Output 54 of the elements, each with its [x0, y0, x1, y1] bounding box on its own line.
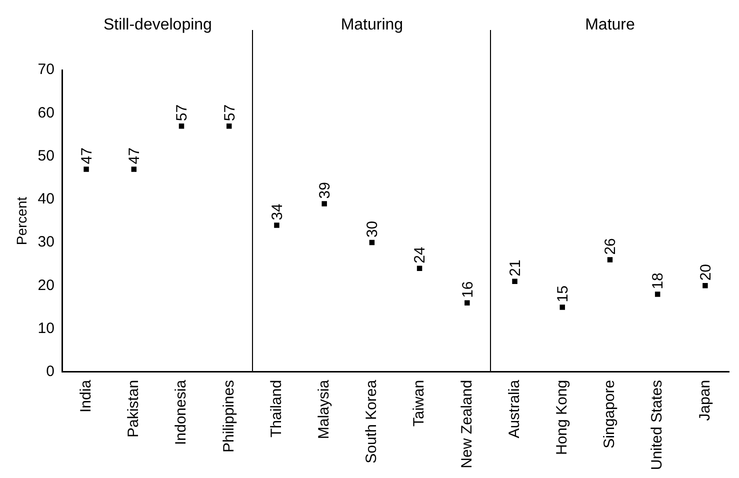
data-label: 20	[697, 264, 714, 281]
point	[369, 240, 375, 246]
data-label: 47	[78, 148, 96, 164]
data-label: 26	[602, 238, 620, 255]
x-tick-label: India	[77, 379, 94, 412]
data-label: 39	[316, 182, 334, 199]
x-tick-label: Australia	[506, 379, 523, 438]
y-tick-label: 20	[38, 276, 54, 294]
data-label: 18	[650, 272, 667, 290]
point	[84, 166, 89, 172]
data-label: 21	[506, 260, 524, 276]
data-label: 15	[554, 286, 572, 302]
x-tick-label: Thailand	[268, 380, 285, 438]
text: Maturing	[340, 16, 404, 34]
y-tick-label: 10	[38, 320, 54, 337]
data-label: 57	[221, 104, 238, 122]
data-label: 57	[174, 104, 191, 122]
point	[702, 283, 708, 288]
y-tick-label: 0	[46, 363, 54, 380]
x-tick-label: South Korea	[363, 379, 380, 464]
point	[178, 123, 184, 129]
point	[512, 278, 518, 284]
x-tick-label: Indonesia	[172, 379, 190, 446]
x-tick-label: Hong Kong	[554, 380, 571, 456]
y-axis-title: Percent	[13, 196, 30, 246]
x-tick-label: United States	[648, 380, 666, 470]
point	[464, 300, 470, 306]
data-label: 16	[459, 281, 476, 298]
point	[416, 266, 422, 272]
point	[226, 123, 232, 129]
y-tick-label: 50	[38, 147, 54, 164]
data-label: 34	[268, 204, 286, 220]
y-tick-label: 60	[38, 104, 54, 122]
point	[274, 222, 280, 228]
x-tick-label: Philippines	[220, 380, 238, 452]
x-tick-label: Pakistan	[125, 380, 142, 438]
y-tick-label: 70	[38, 61, 54, 78]
text: Mature	[585, 16, 635, 34]
y-tick-label: 30	[38, 234, 54, 251]
data-label: 30	[364, 220, 382, 238]
x-tick-label: Malaysia	[315, 379, 332, 440]
y-tick-label: 40	[38, 190, 54, 208]
point	[560, 304, 565, 310]
point	[654, 292, 660, 297]
data-label: 24	[412, 246, 429, 264]
text: Still-developing	[103, 16, 212, 34]
point	[607, 257, 613, 262]
data-label: 47	[126, 148, 144, 164]
x-tick-label: Singapore	[601, 380, 618, 448]
x-tick-label: New Zealand	[458, 380, 476, 468]
x-tick-label: Taiwan	[410, 380, 428, 427]
x-tick-label: Japan	[696, 380, 714, 421]
point	[131, 166, 137, 172]
point	[322, 201, 327, 206]
